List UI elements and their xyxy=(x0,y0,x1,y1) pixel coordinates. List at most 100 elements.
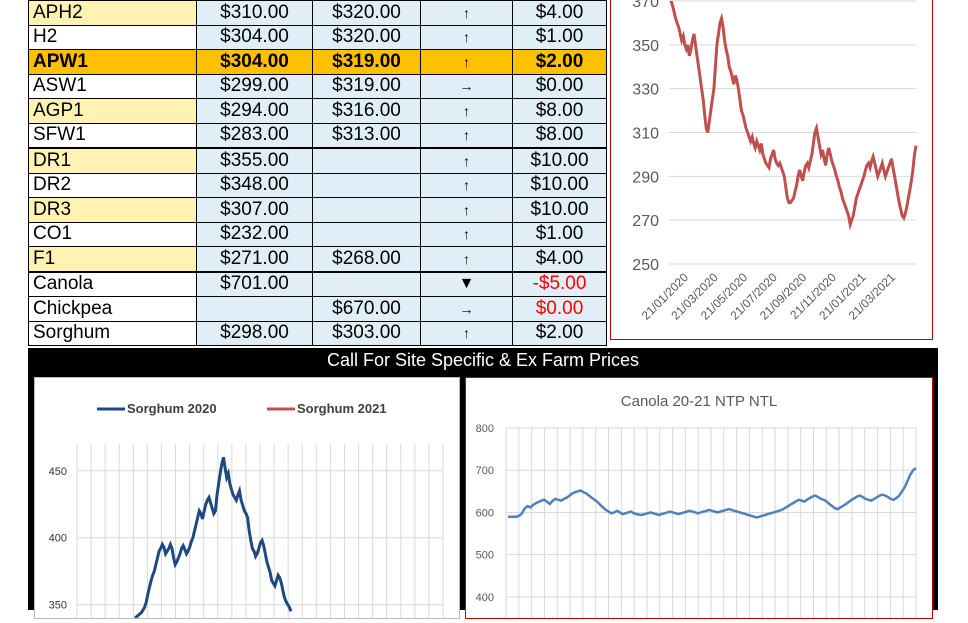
price-cell-2: $319.00 xyxy=(312,73,421,99)
up-arrow-icon: ↑ xyxy=(420,24,513,50)
up-arrow-icon: ↑ xyxy=(420,122,513,149)
y-tick-label: 370 xyxy=(632,0,659,11)
right-arrow-icon: → xyxy=(420,296,513,322)
down-arrow-icon: ▼ xyxy=(420,270,513,297)
table-row: Canola $701.00 ▼ -$5.00 xyxy=(28,270,607,297)
change-cell: $0.00 xyxy=(512,73,607,99)
grade-cell: ASW1 xyxy=(28,73,197,99)
y-tick-label: 450 xyxy=(49,466,67,478)
price-table-body: APH2 $310.00 $320.00 ↑ $4.00 H2 $304.00 $320.00… xyxy=(28,0,607,346)
table-row: APW1 $304.00 $319.00 ↑ $2.00 xyxy=(28,49,607,75)
price-cell-1: $307.00 xyxy=(196,197,313,223)
y-tick-label: 700 xyxy=(476,465,494,477)
y-tick-label: 330 xyxy=(632,82,659,99)
y-tick-label: 350 xyxy=(49,600,67,612)
grade-cell: DR2 xyxy=(28,172,197,198)
price-cell-2 xyxy=(312,172,421,198)
price-cell-2: $268.00 xyxy=(312,246,421,272)
grade-cell: DR3 xyxy=(28,197,197,223)
price-cell-2: $670.00 xyxy=(312,296,421,322)
site-specific-banner: Call For Site Specific & Ex Farm Prices xyxy=(28,348,938,372)
change-cell: $8.00 xyxy=(512,98,607,124)
price-cell-1: $283.00 xyxy=(196,122,313,149)
up-arrow-icon: ↑ xyxy=(420,320,513,346)
up-arrow-icon: ↑ xyxy=(420,0,513,26)
price-cell-2: $316.00 xyxy=(312,98,421,124)
price-cell-1: $232.00 xyxy=(196,221,313,247)
price-cell-2 xyxy=(312,221,421,247)
table-row: ASW1 $299.00 $319.00 → $0.00 xyxy=(28,73,607,99)
legend-label: Sorghum 2021 xyxy=(297,401,387,416)
price-cell-1: $304.00 xyxy=(196,49,313,75)
price-cell-2: $320.00 xyxy=(312,24,421,50)
up-arrow-icon: ↑ xyxy=(420,49,513,75)
price-cell-2 xyxy=(312,147,421,174)
up-arrow-icon: ↑ xyxy=(420,147,513,174)
table-row: Sorghum $298.00 $303.00 ↑ $2.00 xyxy=(28,320,607,346)
table-row: CO1 $232.00 ↑ $1.00 xyxy=(28,221,607,247)
up-arrow-icon: ↑ xyxy=(420,197,513,223)
change-cell: $10.00 xyxy=(512,147,607,174)
price-cell-2: $303.00 xyxy=(312,320,421,346)
change-cell: $1.00 xyxy=(512,221,607,247)
y-tick-label: 600 xyxy=(476,507,494,519)
grade-cell: AGP1 xyxy=(28,98,197,124)
table-row: DR2 $348.00 ↑ $10.00 xyxy=(28,172,607,198)
price-cell-1: $298.00 xyxy=(196,320,313,346)
table-row: SFW1 $283.00 $313.00 ↑ $8.00 xyxy=(28,122,607,149)
price-cell-2: $319.00 xyxy=(312,49,421,75)
change-cell: $4.00 xyxy=(512,0,607,26)
y-tick-label: 400 xyxy=(49,533,67,545)
grade-cell: F1 xyxy=(28,246,197,272)
grade-cell: Canola xyxy=(28,270,197,297)
price-cell-1 xyxy=(196,296,313,322)
y-tick-label: 500 xyxy=(476,550,494,562)
series-line xyxy=(669,0,918,231)
y-tick-label: 310 xyxy=(632,126,659,143)
change-cell: $8.00 xyxy=(512,122,607,149)
y-tick-label: 800 xyxy=(476,423,494,435)
sorghum-svg: 350 400 450 Sorghum 2020 Sorghum 2021 xyxy=(49,401,444,620)
price-history-svg: 25027029031033035037021/01/202021/03/202… xyxy=(632,0,918,323)
change-cell: $10.00 xyxy=(512,197,607,223)
price-cell-1: $271.00 xyxy=(196,246,313,272)
price-cell-1: $299.00 xyxy=(196,73,313,99)
table-row: AGP1 $294.00 $316.00 ↑ $8.00 xyxy=(28,98,607,124)
price-cell-1: $294.00 xyxy=(196,98,313,124)
table-row: H2 $304.00 $320.00 ↑ $1.00 xyxy=(28,24,607,50)
grade-cell: SFW1 xyxy=(28,122,197,149)
y-tick-label: 400 xyxy=(476,592,494,604)
change-cell: $10.00 xyxy=(512,172,607,198)
grade-cell: DR1 xyxy=(28,147,197,174)
y-tick-label: 250 xyxy=(632,257,659,274)
y-tick-label: 270 xyxy=(632,213,659,230)
grade-cell: APW1 xyxy=(28,49,197,75)
change-cell: $1.00 xyxy=(512,24,607,50)
table-row: DR1 $355.00 ↑ $10.00 xyxy=(28,147,607,174)
up-arrow-icon: ↑ xyxy=(420,172,513,198)
y-tick-label: 290 xyxy=(632,169,659,186)
grade-cell: CO1 xyxy=(28,221,197,247)
change-cell: $4.00 xyxy=(512,246,607,272)
canola-svg: Canola 20-21 NTP NTL 400 500 600 700 800 xyxy=(476,393,917,618)
table-row: Chickpea $670.00 → $0.00 xyxy=(28,296,607,322)
change-cell: $2.00 xyxy=(512,320,607,346)
chart-title: Canola 20-21 NTP NTL xyxy=(621,393,777,410)
sorghum-chart: 350 400 450 Sorghum 2020 Sorghum 2021 xyxy=(34,377,460,620)
change-cell: $0.00 xyxy=(512,296,607,322)
price-cell-1: $701.00 xyxy=(196,270,313,297)
up-arrow-icon: ↑ xyxy=(420,221,513,247)
price-cell-1: $304.00 xyxy=(196,24,313,50)
price-cell-2: $313.00 xyxy=(312,122,421,149)
price-cell-1: $310.00 xyxy=(196,0,313,26)
price-cell-1: $355.00 xyxy=(196,147,313,174)
table-row: F1 $271.00 $268.00 ↑ $4.00 xyxy=(28,246,607,272)
change-cell: -$5.00 xyxy=(512,270,607,297)
up-arrow-icon: ↑ xyxy=(420,98,513,124)
grade-cell: Sorghum xyxy=(28,320,197,346)
price-history-chart: 250 270 290 310 330 350 370 21/01/2020 21/03/202… xyxy=(610,0,933,340)
grade-cell: Chickpea xyxy=(28,296,197,322)
table-row: DR3 $307.00 ↑ $10.00 xyxy=(28,197,607,223)
legend-label: Sorghum 2020 xyxy=(127,401,217,416)
up-arrow-icon: ↑ xyxy=(420,246,513,272)
